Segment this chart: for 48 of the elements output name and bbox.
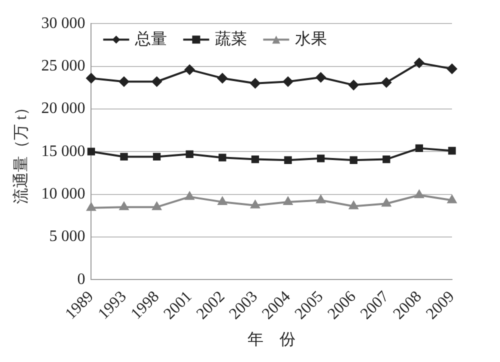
point	[381, 77, 392, 88]
point	[448, 195, 456, 204]
x-axis-title: 年 份	[248, 332, 296, 349]
point	[250, 78, 260, 88]
point	[350, 156, 358, 164]
point	[86, 202, 96, 211]
point	[86, 73, 96, 84]
point	[218, 154, 226, 162]
y-tick-label: 30 000	[41, 14, 86, 32]
y-tick-label: 5 000	[49, 228, 86, 246]
y-tick-label: 25 000	[41, 57, 86, 74]
point	[250, 200, 260, 208]
legend-label: 蔬菜	[215, 30, 248, 48]
point	[184, 64, 195, 75]
point	[316, 72, 326, 82]
point	[152, 152, 161, 161]
point	[152, 202, 162, 210]
point	[283, 76, 293, 87]
point	[382, 198, 391, 207]
point	[348, 80, 359, 90]
point	[120, 202, 128, 210]
y-axis-title: 流通量（万 t）	[12, 99, 30, 204]
point	[87, 148, 96, 156]
y-tick-label: 0	[77, 270, 86, 288]
point	[447, 64, 457, 74]
point	[349, 201, 358, 210]
y-tick-label: 10 000	[41, 185, 86, 202]
point	[119, 76, 129, 87]
point	[448, 146, 456, 155]
point	[152, 76, 162, 87]
point	[414, 190, 424, 198]
point	[218, 196, 227, 205]
point	[316, 154, 325, 162]
point	[217, 73, 228, 84]
y-tick-label: 20 000	[41, 100, 86, 118]
point	[186, 150, 194, 158]
y-tick-label: 15 000	[41, 142, 86, 160]
point	[120, 152, 128, 161]
point	[284, 156, 292, 164]
point	[316, 195, 326, 204]
point	[415, 144, 424, 152]
point	[185, 192, 194, 200]
legend-label: 总量	[134, 30, 168, 48]
legend-label: 水果	[295, 30, 328, 48]
point	[251, 155, 260, 164]
point	[382, 155, 390, 164]
point	[284, 196, 292, 205]
point	[414, 58, 424, 68]
